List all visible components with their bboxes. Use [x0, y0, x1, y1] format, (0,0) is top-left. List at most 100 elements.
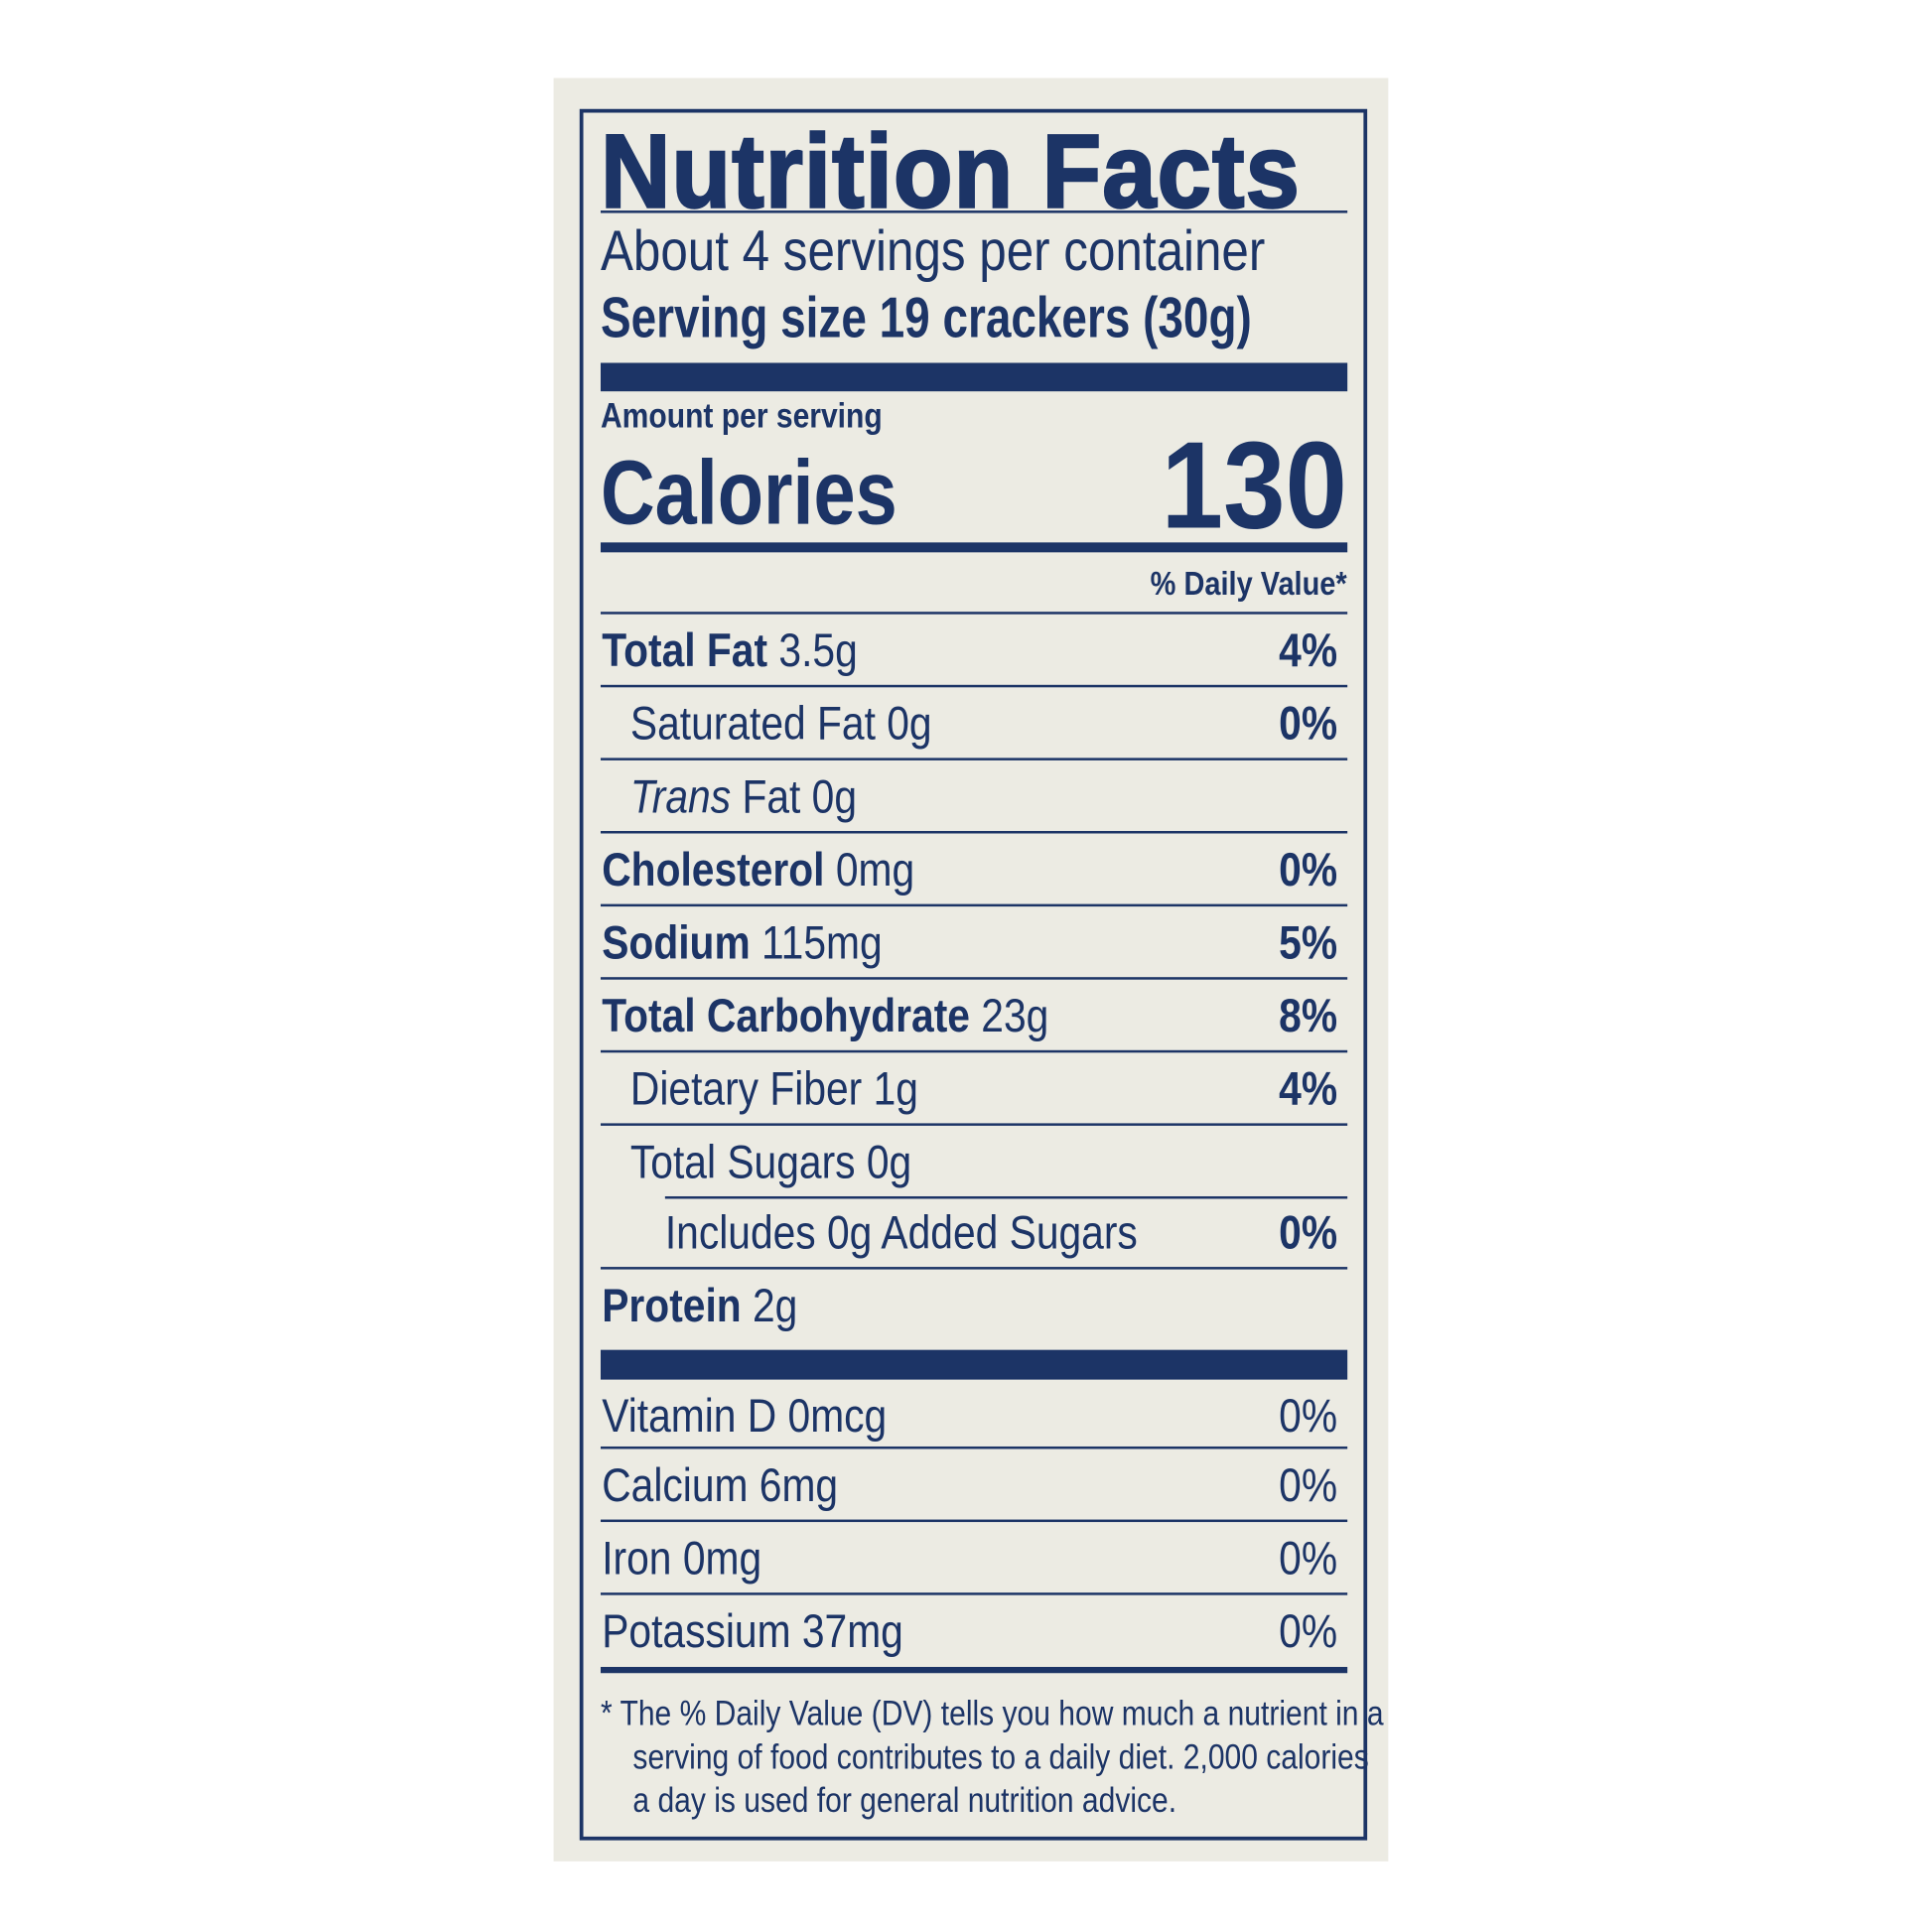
nutrient-amount: 23g: [981, 990, 1049, 1043]
nutrient-label: Total Sugars: [629, 1137, 856, 1189]
vitamin-row: Iron 0mg 0%: [600, 1522, 1348, 1596]
calories-value: 130: [1161, 416, 1348, 555]
vitamin-amount: 0mcg: [787, 1390, 888, 1444]
nutrient-label: Saturated Fat: [629, 698, 876, 751]
daily-value-text: 0%: [1279, 698, 1338, 751]
nutrient-amount: 0g: [866, 1137, 912, 1189]
nutrient-label-italic: Trans: [629, 771, 732, 824]
nutrient-text: Trans Fat 0g: [630, 760, 857, 835]
thick-divider: [600, 362, 1348, 392]
nutrient-label: Includes 0g Added Sugars: [664, 1207, 1138, 1260]
nutrient-text: Saturated Fat 0g: [630, 687, 932, 761]
daily-value-text: 0%: [1279, 1533, 1338, 1586]
vitamin-amount: 0mg: [682, 1533, 762, 1586]
nutrient-row: Trans Fat 0g: [600, 760, 1348, 835]
daily-value-header: % Daily Value*: [600, 552, 1348, 615]
vitamin-amount: 6mg: [759, 1459, 839, 1513]
nutrient-label: Sodium: [602, 917, 751, 970]
nutrient-amount: 0g: [887, 698, 932, 751]
nutrient-amount: 1g: [873, 1063, 918, 1116]
label-title: Nutrition Facts: [600, 118, 1348, 224]
vitamin-label: Vitamin D: [602, 1390, 777, 1444]
medium-divider: [600, 542, 1348, 553]
vitamin-text: Calcium 6mg: [602, 1449, 838, 1523]
vitamin-row: Vitamin D 0mcg 0%: [600, 1380, 1348, 1449]
serving-size-text: Serving size 19 crackers (30g): [600, 284, 1252, 349]
nutrient-amount: 0g: [811, 771, 858, 824]
nutrient-row: Includes 0g Added Sugars 0%: [600, 1196, 1348, 1271]
nutrient-text: Protein 2g: [602, 1270, 797, 1344]
footnote-line: * The % Daily Value (DV) tells you how m…: [600, 1694, 1384, 1733]
nutrient-text: Dietary Fiber 1g: [630, 1052, 918, 1127]
nutrient-text: Sodium 115mg: [602, 906, 882, 981]
daily-value: 5%: [1270, 906, 1337, 981]
vitamin-row: Potassium 37mg 0%: [601, 1595, 1347, 1666]
nutrient-text: Total Fat 3.5g: [602, 615, 858, 689]
daily-value: 8%: [1270, 980, 1338, 1054]
vitamin-row: Calcium 6mg 0%: [600, 1449, 1348, 1523]
nutrient-row: Sodium 115mg 5%: [600, 906, 1348, 981]
dv-header-text: % Daily Value*: [1151, 564, 1348, 603]
footnote-line: a day is used for general nutrition advi…: [632, 1780, 1177, 1820]
vitamin-amount: 37mg: [801, 1605, 903, 1659]
daily-value-text: 0%: [1279, 1207, 1338, 1260]
daily-value: 0%: [1270, 834, 1338, 908]
nutrient-label: Total Fat: [602, 624, 768, 678]
daily-value: 0%: [1270, 1595, 1338, 1670]
amount-text: Amount per serving: [600, 396, 883, 435]
vitamin-label: Calcium: [602, 1459, 749, 1513]
nutrient-list: Total Fat 3.5g 4% Saturated Fat 0g 0% Trans …: [600, 615, 1348, 1340]
nutrient-row: Protein 2g: [601, 1270, 1347, 1340]
nutrient-text: Total Sugars 0g: [630, 1126, 911, 1200]
daily-value: 0%: [1270, 1196, 1338, 1271]
nutrient-row: Dietary Fiber 1g 4%: [600, 1052, 1348, 1127]
medium-divider: [600, 1667, 1348, 1674]
nutrient-amount: 3.5g: [778, 624, 858, 678]
nutrient-label: Dietary Fiber: [629, 1063, 863, 1116]
label-border: [579, 108, 1368, 1841]
nutrient-text: Cholesterol 0mg: [602, 834, 914, 908]
nutrient-text: Total Carbohydrate 23g: [602, 980, 1048, 1054]
serving-size: Serving size 19 crackers (30g): [601, 285, 1347, 349]
nutrient-row: Total Carbohydrate 23g 8%: [600, 980, 1348, 1054]
daily-value-text: 8%: [1279, 990, 1338, 1043]
daily-value-text: 0%: [1279, 1605, 1338, 1659]
daily-value: 0%: [1270, 687, 1338, 761]
servings-text: About 4 servings per container: [600, 217, 1266, 283]
daily-value-text: 0%: [1279, 1459, 1338, 1513]
nutrient-row: Total Sugars 0g: [601, 1126, 1348, 1199]
footnote: * The % Daily Value (DV) tells you how m…: [601, 1692, 1384, 1822]
servings-per-container: About 4 servings per container: [601, 218, 1347, 283]
nutrient-label: Cholesterol: [602, 844, 825, 897]
footnote-line: serving of food contributes to a daily d…: [632, 1737, 1369, 1776]
nutrient-row: Saturated Fat 0g 0%: [600, 687, 1348, 761]
nutrient-row: Total Fat 3.5g 4%: [600, 615, 1348, 689]
daily-value: 0%: [1270, 1522, 1338, 1596]
nutrient-amount: 115mg: [761, 917, 883, 970]
daily-value: 4%: [1270, 1052, 1338, 1127]
daily-value-text: 0%: [1279, 844, 1338, 897]
amount-per-serving: Amount per serving: [601, 397, 1347, 434]
vitamin-list: Vitamin D 0mcg 0% Calcium 6mg 0% Iron 0mg 0% P…: [600, 1380, 1348, 1666]
daily-value: 0%: [1270, 1449, 1338, 1523]
nutrient-label: Total Carbohydrate: [602, 990, 970, 1043]
thick-divider: [600, 1349, 1348, 1380]
vitamin-label: Potassium: [602, 1605, 791, 1659]
nutrient-label: Fat: [742, 771, 801, 824]
daily-value: 0%: [1270, 1380, 1338, 1454]
nutrient-label: Protein: [602, 1280, 742, 1333]
daily-value-text: 0%: [1279, 1390, 1338, 1444]
indent-divider: [664, 1195, 1348, 1199]
nutrient-text: Includes 0g Added Sugars: [665, 1196, 1138, 1271]
daily-value-text: 4%: [1279, 624, 1338, 678]
vitamin-text: Vitamin D 0mcg: [602, 1380, 887, 1454]
nutrient-amount: 0mg: [835, 844, 915, 897]
nutrient-row: Cholesterol 0mg 0%: [600, 834, 1348, 908]
calories-label: Calories: [600, 441, 897, 544]
vitamin-text: Potassium 37mg: [602, 1595, 903, 1670]
daily-value-text: 4%: [1279, 1063, 1338, 1116]
vitamin-label: Iron: [602, 1533, 672, 1586]
title-text: Nutrition Facts: [600, 112, 1301, 229]
nutrient-amount: 2g: [752, 1280, 798, 1333]
